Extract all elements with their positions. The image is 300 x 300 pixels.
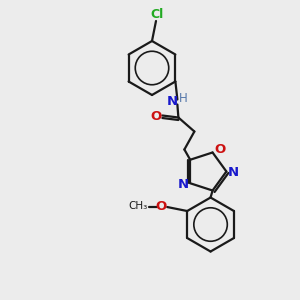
Text: O: O bbox=[214, 143, 225, 156]
Text: O: O bbox=[156, 200, 167, 212]
Text: CH₃: CH₃ bbox=[128, 201, 147, 211]
Text: N: N bbox=[228, 166, 239, 179]
Text: O: O bbox=[151, 110, 162, 123]
Text: Cl: Cl bbox=[150, 8, 164, 20]
Text: N: N bbox=[167, 95, 178, 108]
Text: N: N bbox=[178, 178, 189, 191]
Text: H: H bbox=[179, 92, 188, 105]
